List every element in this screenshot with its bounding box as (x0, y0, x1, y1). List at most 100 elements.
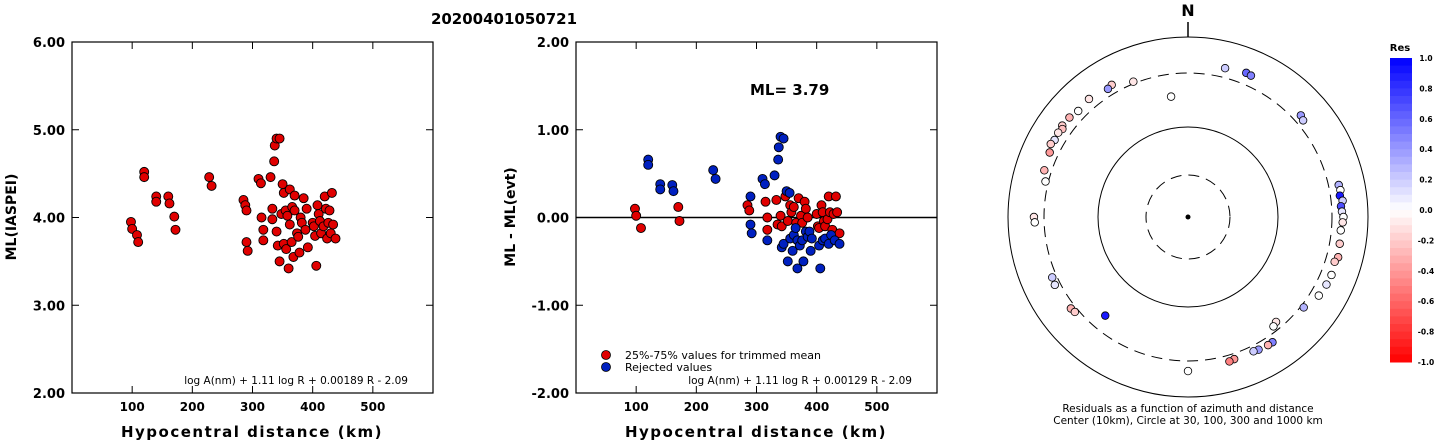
station-residual-point (1336, 226, 1345, 235)
y-axis-label: ML - ML(evt) (503, 167, 519, 266)
colorbar-swatch (1390, 118, 1412, 127)
colorbar-swatch (1390, 278, 1412, 287)
station-residual-point (1030, 218, 1039, 227)
x-tick-label: 100 (120, 400, 145, 414)
x-axis-label: Hypocentral distance (km) (625, 423, 887, 441)
station-point (771, 194, 782, 205)
colorbar-tick-label: -0.6 (1418, 297, 1434, 306)
station-point (133, 237, 144, 248)
colorbar-swatch (1390, 339, 1412, 348)
station-point (289, 205, 300, 216)
y-tick-label: 1.00 (537, 124, 569, 139)
colorbar-swatch (1390, 331, 1412, 340)
station-point (258, 224, 269, 235)
circle-1000km (1007, 36, 1369, 398)
x-tick-label: 200 (684, 400, 709, 414)
station-residual-point (1338, 218, 1347, 227)
station-point (832, 207, 843, 218)
colorbar-swatch (1390, 255, 1412, 264)
x-tick-label: 500 (360, 400, 385, 414)
colorbar-swatch (1390, 179, 1412, 188)
rejected-point (668, 186, 679, 197)
colorbar-tick-label: 1.0 (1419, 54, 1432, 63)
colorbar-swatch (1390, 286, 1412, 295)
colorbar-swatch (1390, 225, 1412, 234)
station-point (324, 205, 335, 216)
station-residual-point (1220, 64, 1230, 73)
caption-line-2: Center (10km), Circle at 30, 100, 300 an… (1053, 415, 1323, 427)
station-point (267, 203, 278, 214)
colorbar-tick-label: 0.4 (1419, 145, 1432, 154)
colorbar-swatch (1390, 103, 1412, 112)
legend-marker-trimmed (601, 350, 611, 360)
station-residual-point (1046, 139, 1055, 149)
north-label: N (1181, 1, 1194, 20)
colorbar-swatch (1390, 111, 1412, 120)
station-point (256, 212, 267, 223)
station-point (164, 198, 175, 209)
colorbar-swatch (1390, 65, 1412, 74)
station-point (267, 214, 278, 225)
colorbar-tick-label: 0.8 (1419, 84, 1432, 93)
station-point (760, 196, 771, 207)
station-residual-point (1074, 106, 1083, 116)
station-residual-point (1263, 340, 1273, 350)
station-point (281, 244, 292, 255)
colorbar-swatch (1390, 240, 1412, 249)
station-point (326, 187, 337, 198)
ml-annotation: ML= 3.79 (750, 81, 829, 99)
station-point (636, 223, 646, 233)
rejected-point (834, 238, 845, 249)
station-point (328, 219, 339, 230)
station-point (274, 133, 285, 144)
rejected-point (708, 165, 719, 176)
center-marker (1185, 214, 1191, 220)
station-point (788, 202, 799, 212)
rejected-point (784, 187, 795, 198)
station-residual-point (1314, 291, 1324, 300)
colorbar-swatch (1390, 164, 1412, 173)
rejected-point (778, 238, 789, 249)
rejected-point (762, 235, 773, 246)
y-tick-label: 5.00 (33, 124, 65, 139)
colorbar-swatch (1390, 263, 1412, 272)
y-tick-label: 2.00 (537, 36, 569, 51)
station-point (300, 224, 311, 235)
station-point (241, 205, 252, 216)
station-point (802, 212, 813, 223)
station-residual-point (1299, 303, 1308, 312)
x-axis-label: Hypocentral distance (km) (121, 423, 383, 441)
colorbar: 1.0 0.8 0.6 0.4 0.2 0.0 -0.2 -0.4 -0.6 -0.8 -1.0 (1390, 54, 1434, 367)
station-point (631, 210, 642, 221)
colorbar-swatch (1390, 96, 1412, 105)
colorbar-swatch (1390, 316, 1412, 325)
colorbar-swatch (1390, 270, 1412, 279)
rejected-point (790, 223, 801, 233)
rejected-point (787, 245, 798, 256)
y-tick-label: 2.00 (33, 387, 65, 402)
station-point (294, 247, 305, 258)
rejected-point (643, 159, 654, 170)
station-residual-point (1249, 347, 1258, 356)
colorbar-swatch (1390, 73, 1412, 82)
station-point (139, 172, 150, 183)
station-point (265, 172, 276, 183)
station-point (830, 191, 841, 202)
rejected-point (806, 233, 817, 244)
colorbar-swatch (1390, 293, 1412, 302)
colorbar-swatch (1390, 248, 1412, 257)
station-residual-point (1327, 270, 1336, 280)
rejected-point (792, 263, 803, 274)
station-point (762, 212, 773, 223)
station-point (800, 203, 811, 214)
colorbar-tick-label: -0.8 (1418, 328, 1434, 337)
rejected-point (745, 219, 756, 230)
station-residual-point (1065, 113, 1074, 122)
station-point (293, 231, 304, 242)
station-point (274, 256, 285, 267)
legend-label-trimmed: 25%-75% values for trimmed mean (625, 349, 821, 362)
station-point (241, 237, 252, 248)
colorbar-tick-label: 0.2 (1419, 176, 1432, 185)
x-tick-label: 200 (180, 400, 205, 414)
station-point (283, 263, 294, 274)
